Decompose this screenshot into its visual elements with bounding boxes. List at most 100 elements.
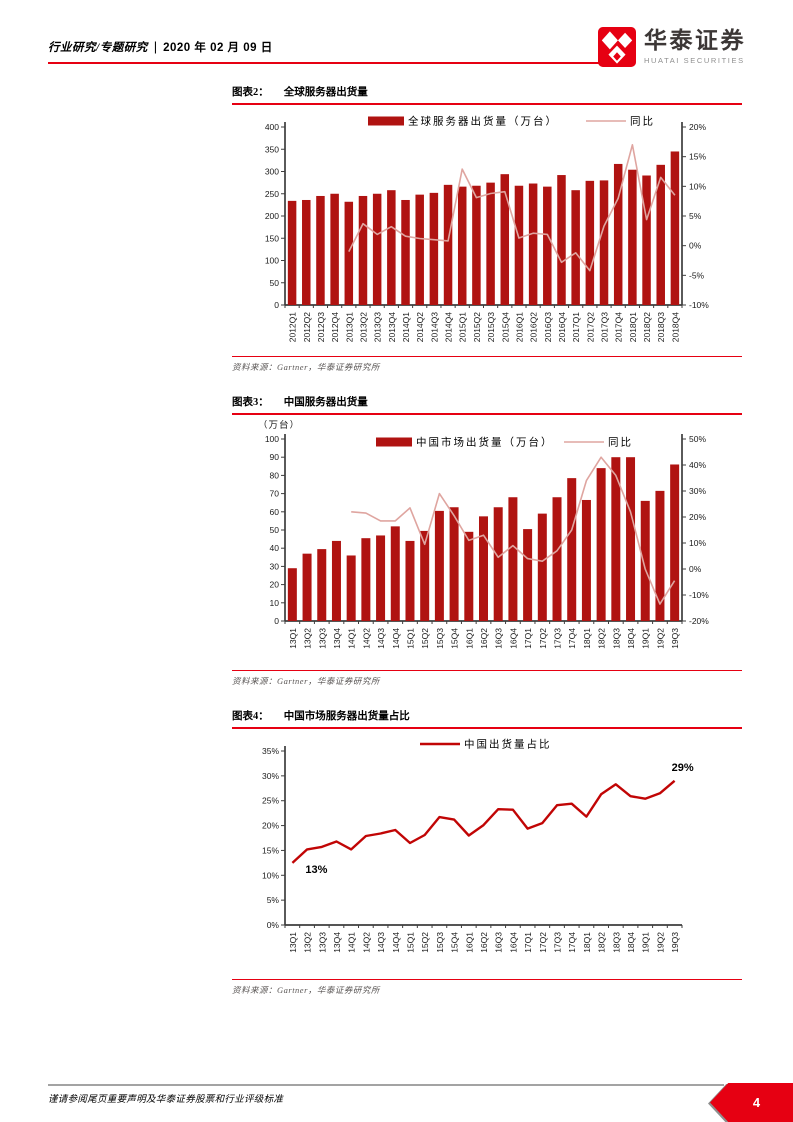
figure-label: 图表4： [232, 711, 269, 722]
china-server-shipments-chart: 0 10 20 30 40 50 60 70 80 90 100 （万台） -20% -10% 0% 10% 2… [258, 420, 709, 649]
svg-text:2017Q3: 2017Q3 [600, 312, 610, 343]
svg-text:50: 50 [270, 525, 280, 535]
bar-series [287, 151, 680, 306]
svg-text:2015Q2: 2015Q2 [472, 312, 482, 343]
figure-china-share: 图表4： 中国市场服务器出货量占比 0% 5% 10% 15% 20% 25% 30% 35% 1… [232, 710, 742, 996]
page-header: 行业研究/专题研究 | 2020 年 02 月 09 日 [48, 39, 273, 55]
svg-text:20: 20 [270, 580, 280, 590]
figure-china-server-shipments: 图表3： 中国服务器出货量 0 10 20 30 40 50 60 70 80 90 100 （万台） -… [232, 396, 742, 687]
svg-text:30%: 30% [689, 486, 706, 496]
figure-label: 图表3： [232, 397, 269, 408]
axes: 0% 5% 10% 15% 20% 25% 30% 35% 13Q1 13Q2 13Q3 13Q4 14… [262, 746, 683, 953]
svg-text:20%: 20% [689, 512, 706, 522]
svg-text:18Q1: 18Q1 [582, 932, 592, 953]
report-date: 2020 年 02 月 09 日 [163, 42, 273, 54]
svg-text:2012Q2: 2012Q2 [302, 312, 312, 343]
svg-text:15Q2: 15Q2 [420, 932, 430, 953]
svg-text:13Q1: 13Q1 [288, 628, 298, 649]
svg-text:19Q1: 19Q1 [641, 628, 651, 649]
china-share-chart: 0% 5% 10% 15% 20% 25% 30% 35% 13Q1 13Q2 13Q3 13Q4 14… [262, 738, 694, 953]
header-divider [48, 62, 607, 64]
figure-global-server-shipments: 图表2： 全球服务器出货量 0 50 100 150 200 250 300 350 400 -10… [232, 86, 742, 373]
svg-text:5%: 5% [689, 211, 702, 221]
svg-text:13Q3: 13Q3 [317, 628, 327, 649]
huatai-logo: 华泰证券 HUATAI SECURITIES [598, 27, 746, 67]
svg-text:15%: 15% [262, 845, 279, 855]
svg-text:2017Q1: 2017Q1 [571, 312, 581, 343]
header-separator: | [153, 39, 158, 54]
report-body: 图表2： 全球服务器出货量 0 50 100 150 200 250 300 350 400 -10… [232, 86, 742, 1019]
svg-text:20%: 20% [689, 122, 706, 132]
svg-text:30%: 30% [262, 771, 279, 781]
svg-text:30: 30 [270, 561, 280, 571]
svg-text:-20%: -20% [689, 616, 709, 626]
svg-text:15Q2: 15Q2 [420, 628, 430, 649]
svg-text:13Q2: 13Q2 [303, 628, 313, 649]
figure-title: 中国市场服务器出货量占比 [283, 711, 410, 722]
line-series [351, 456, 676, 605]
chart-legend: 中国出货量占比 [420, 738, 550, 751]
svg-text:15Q4: 15Q4 [450, 932, 460, 953]
svg-text:2018Q2: 2018Q2 [642, 312, 652, 343]
brand-name: 华泰证券 [644, 28, 746, 54]
chart-legend: 全球服务器出货量（万台） 同比 [368, 115, 653, 128]
svg-text:2016Q3: 2016Q3 [543, 312, 553, 343]
bar-series [287, 457, 680, 621]
svg-text:18Q2: 18Q2 [597, 932, 607, 953]
svg-text:18Q1: 18Q1 [582, 628, 592, 649]
svg-text:80: 80 [270, 470, 280, 480]
svg-text:16Q1: 16Q1 [464, 628, 474, 649]
svg-text:0: 0 [274, 300, 279, 310]
svg-text:70: 70 [270, 489, 280, 499]
svg-text:2013Q3: 2013Q3 [373, 312, 383, 343]
svg-text:13Q4: 13Q4 [332, 932, 342, 953]
svg-text:2015Q3: 2015Q3 [486, 312, 496, 343]
svg-text:100: 100 [265, 434, 279, 444]
svg-text:0: 0 [274, 616, 279, 626]
footer-divider [48, 1084, 724, 1086]
svg-text:18Q3: 18Q3 [611, 932, 621, 953]
svg-text:15%: 15% [689, 152, 706, 162]
svg-text:2012Q1: 2012Q1 [288, 312, 298, 343]
svg-text:25%: 25% [262, 796, 279, 806]
svg-text:2014Q2: 2014Q2 [415, 312, 425, 343]
figure-source: 资料来源：Gartner，华泰证券研究所 [232, 670, 742, 687]
svg-text:2015Q1: 2015Q1 [458, 312, 468, 343]
svg-text:15Q3: 15Q3 [435, 628, 445, 649]
svg-text:14Q3: 14Q3 [376, 628, 386, 649]
svg-text:17Q1: 17Q1 [523, 628, 533, 649]
figure-source: 资料来源：Gartner，华泰证券研究所 [232, 979, 742, 996]
svg-text:2014Q1: 2014Q1 [401, 312, 411, 343]
svg-text:400: 400 [265, 122, 279, 132]
svg-text:2018Q3: 2018Q3 [656, 312, 666, 343]
svg-text:2012Q4: 2012Q4 [330, 312, 340, 343]
svg-text:19Q2: 19Q2 [655, 628, 665, 649]
svg-text:350: 350 [265, 144, 279, 154]
svg-text:19Q2: 19Q2 [655, 932, 665, 953]
svg-text:2016Q1: 2016Q1 [514, 312, 524, 343]
svg-text:（万台）: （万台） [258, 420, 300, 431]
svg-text:14Q2: 14Q2 [361, 628, 371, 649]
svg-text:18Q3: 18Q3 [611, 628, 621, 649]
svg-text:2013Q1: 2013Q1 [344, 312, 354, 343]
svg-text:60: 60 [270, 507, 280, 517]
svg-text:20%: 20% [262, 821, 279, 831]
svg-text:16Q3: 16Q3 [494, 932, 504, 953]
svg-text:2015Q4: 2015Q4 [500, 312, 510, 343]
svg-text:0%: 0% [689, 241, 702, 251]
svg-text:2018Q1: 2018Q1 [628, 312, 638, 343]
svg-text:14Q1: 14Q1 [347, 628, 357, 649]
svg-text:-5%: -5% [689, 270, 705, 280]
svg-text:15Q4: 15Q4 [450, 628, 460, 649]
svg-text:29%: 29% [672, 762, 694, 774]
svg-text:13Q2: 13Q2 [303, 932, 313, 953]
svg-text:10%: 10% [689, 181, 706, 191]
svg-text:50%: 50% [689, 434, 706, 444]
svg-text:-10%: -10% [689, 300, 709, 310]
svg-text:250: 250 [265, 189, 279, 199]
footer-disclaimer: 谨请参阅尾页重要声明及华泰证券股票和行业评级标准 [48, 1095, 284, 1105]
svg-text:40: 40 [270, 543, 280, 553]
svg-text:13Q1: 13Q1 [288, 932, 298, 953]
svg-text:19Q3: 19Q3 [670, 628, 680, 649]
